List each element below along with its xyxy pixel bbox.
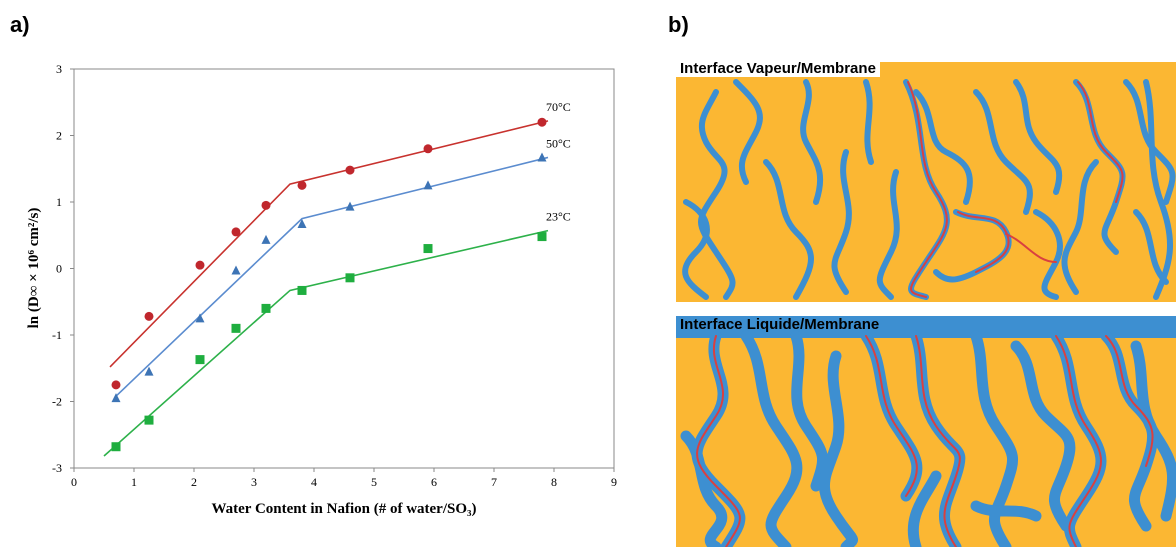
series-label: 50°C xyxy=(546,136,571,150)
data-point xyxy=(345,165,355,175)
vapour-channels-drawing xyxy=(682,79,1176,300)
data-point xyxy=(144,366,154,376)
data-point xyxy=(537,152,547,162)
data-point xyxy=(423,180,433,190)
liquid-channels-drawing xyxy=(680,330,1176,547)
axis-ticks: 0 1 2 3 4 5 6 7 8 9 -3 -2 -1 0 1 2 3 xyxy=(52,62,617,489)
x-tick-label: 4 xyxy=(311,475,317,489)
x-tick-label: 8 xyxy=(551,475,557,489)
liquid-layer xyxy=(676,316,1176,338)
data-point xyxy=(144,311,154,321)
data-point xyxy=(423,144,433,154)
x-tick-label: 5 xyxy=(371,475,377,489)
fit-line-1 xyxy=(115,156,549,397)
series-labels: 70°C 50°C 23°C xyxy=(546,100,571,224)
data-point xyxy=(261,200,271,210)
x-tick-label: 9 xyxy=(611,475,617,489)
plot-frame xyxy=(73,68,615,469)
data-point xyxy=(231,227,241,237)
series-label: 70°C xyxy=(546,100,571,114)
y-tick-label: 2 xyxy=(56,129,62,143)
y-tick-label: -1 xyxy=(52,328,62,342)
x-tick-label: 0 xyxy=(71,475,77,489)
vapour-membrane-interface: Interface Vapeur/Membrane xyxy=(676,62,1176,302)
x-tick-label: 7 xyxy=(491,475,497,489)
x-axis-title: Water Content in Nafion (# of water/SO₃) xyxy=(211,501,476,517)
y-axis-title: ln (D∞ × 10⁶ cm²/s) xyxy=(26,208,42,329)
y-tick-label: -3 xyxy=(52,461,62,475)
diffusion-chart: 0 1 2 3 4 5 6 7 8 9 -3 -2 -1 0 1 2 3 70°C 50°C 23°C Water … xyxy=(26,62,617,517)
series-label: 23°C xyxy=(546,210,571,224)
data-point xyxy=(261,303,271,313)
data-point xyxy=(195,260,205,270)
panel-b-label: b) xyxy=(668,12,689,37)
data-point xyxy=(111,380,121,390)
data-point xyxy=(423,244,433,254)
data-point xyxy=(231,323,241,333)
data-point xyxy=(111,393,121,403)
liquid-membrane-interface: Interface Liquide/Membrane xyxy=(676,316,1176,547)
data-point xyxy=(195,355,205,365)
fit-lines xyxy=(103,120,549,457)
y-tick-label: 0 xyxy=(56,262,62,276)
data-point xyxy=(297,180,307,190)
data-point xyxy=(231,265,241,275)
x-tick-label: 1 xyxy=(131,475,137,489)
data-point xyxy=(261,234,271,244)
vapour-interface-title: Interface Vapeur/Membrane xyxy=(676,62,880,77)
data-point xyxy=(111,442,121,452)
y-tick-label: 1 xyxy=(56,195,62,209)
data-point xyxy=(144,415,154,425)
liquid-interface-title: Interface Liquide/Membrane xyxy=(680,316,880,333)
y-tick-label: 3 xyxy=(56,62,62,76)
data-point xyxy=(195,313,205,323)
data-points xyxy=(111,117,547,452)
data-point xyxy=(297,285,307,295)
x-tick-label: 6 xyxy=(431,475,437,489)
data-point xyxy=(537,117,547,127)
x-tick-label: 2 xyxy=(191,475,197,489)
data-point xyxy=(297,218,307,228)
x-tick-label: 3 xyxy=(251,475,257,489)
data-point xyxy=(345,273,355,283)
y-tick-label: -2 xyxy=(52,395,62,409)
panel-a-label: a) xyxy=(10,12,30,37)
fit-line-0 xyxy=(109,120,549,368)
data-point xyxy=(537,232,547,242)
fit-line-2 xyxy=(103,229,549,457)
data-point xyxy=(345,201,355,211)
